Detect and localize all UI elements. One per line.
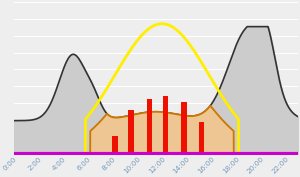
- Bar: [147, 99, 152, 154]
- Bar: [182, 102, 187, 154]
- Bar: [128, 110, 134, 154]
- Bar: [199, 122, 204, 154]
- Bar: [163, 96, 169, 154]
- Bar: [112, 136, 118, 154]
